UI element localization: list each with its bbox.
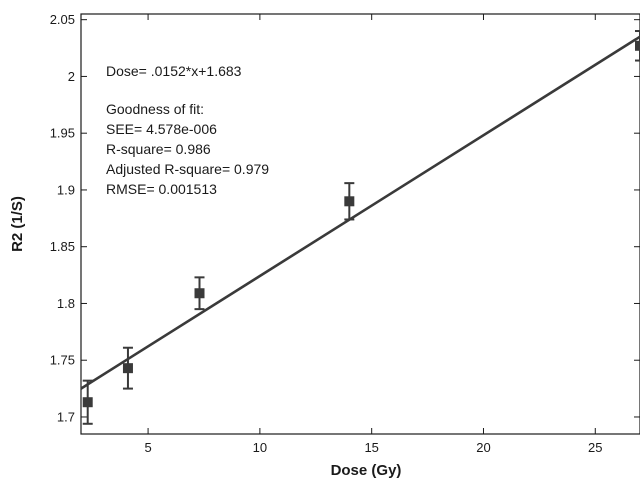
data-point (635, 40, 640, 51)
fit-line (80, 35, 640, 390)
data-point (344, 196, 355, 207)
y-tick-label: 1.95 (50, 126, 75, 141)
plot-area-frame (80, 13, 640, 435)
y-tick-label: 1.7 (57, 409, 75, 424)
data-point (122, 363, 133, 374)
y-tick-label: 1.8 (57, 296, 75, 311)
x-tick-label: 25 (588, 440, 602, 455)
data-points-group (82, 30, 640, 425)
x-tick-label: 5 (144, 440, 151, 455)
annotation-equation: Dose= .0152*x+1.683 (106, 63, 242, 79)
data-point (194, 288, 205, 299)
fit-line-group (80, 35, 640, 390)
x-tick-label: 15 (364, 440, 378, 455)
annotation-goodness-heading: Goodness of fit: (106, 101, 204, 117)
x-tick-label: 10 (253, 440, 267, 455)
x-tick-label: 20 (476, 440, 490, 455)
annotation-see: SEE= 4.578e-006 (106, 121, 217, 137)
y-axis-title: R2 (1/S) (9, 196, 26, 252)
y-tick-label: 1.85 (50, 239, 75, 254)
annotation-rmse: RMSE= 0.001513 (106, 181, 217, 197)
data-point (82, 397, 93, 408)
annotation-r-square: R-square= 0.986 (106, 141, 211, 157)
y-tick-label: 2.05 (50, 12, 75, 27)
axis-ticks: 5 10 15 20 25 1.7 1.75 1.8 1.85 1.9 1.95 2 2.05 (50, 12, 640, 455)
y-tick-label: 2 (68, 69, 75, 84)
annotation-adjusted-r-square: Adjusted R-square= 0.979 (106, 161, 269, 177)
y-tick-label: 1.75 (50, 353, 75, 368)
y-tick-label: 1.9 (57, 182, 75, 197)
x-axis-title: Dose (Gy) (331, 462, 402, 479)
